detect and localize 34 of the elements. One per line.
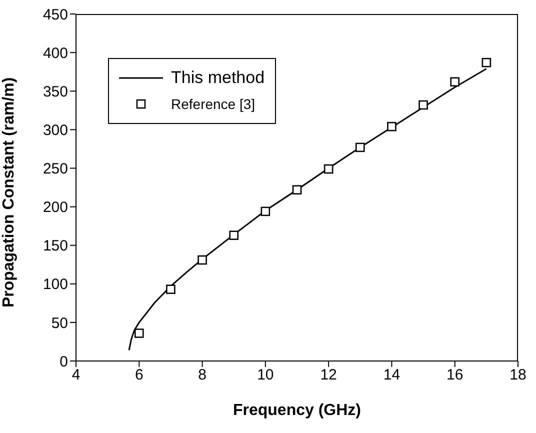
point [450,77,460,87]
point [260,206,270,216]
x-tick-label: 8 [198,366,206,384]
legend-label: Reference [3] [171,96,256,112]
y-tick-label: 400 [42,44,68,62]
legend-label: This method [171,68,265,88]
y-tick-label: 150 [42,238,68,255]
y-tick-label: 300 [42,122,68,139]
point [166,284,176,294]
x-tick-label: 18 [510,366,526,384]
point [355,142,365,152]
x-tick-label: 4 [72,366,80,384]
x-tick-label: 10 [257,366,274,384]
y-tick-label: 450 [42,6,68,24]
y-tick-label: 50 [51,314,68,332]
point [198,255,207,265]
point [324,164,334,174]
point [418,100,428,110]
x-tick-label: 12 [320,366,337,384]
point [387,122,396,132]
y-axis-title: Propagation Constant (ram/m) [0,77,18,308]
x-tick-label: 16 [446,366,464,384]
y-tick-label: 350 [42,83,68,100]
y-tick-label: 250 [42,160,68,178]
x-axis-title: Frequency (GHz) [232,402,362,419]
point [134,328,144,338]
y-tick-label: 100 [42,276,68,294]
x-tick-label: 14 [383,366,400,384]
y-tick-label: 200 [42,199,68,216]
point [229,230,239,240]
point [482,58,492,68]
x-tick-label: 6 [134,366,144,384]
point [292,185,302,194]
y-tick-label: 0 [60,353,68,370]
